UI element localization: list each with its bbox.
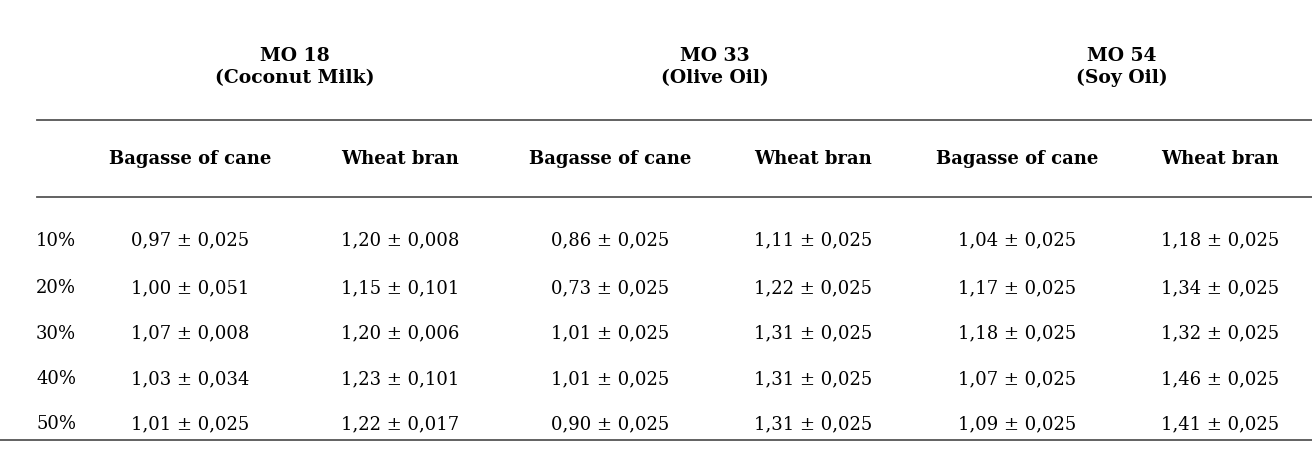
Text: 1,03 ± 0,034: 1,03 ± 0,034 (131, 370, 249, 388)
Text: Bagasse of cane: Bagasse of cane (935, 150, 1098, 168)
Text: 1,20 ± 0,006: 1,20 ± 0,006 (341, 325, 459, 343)
Text: 0,90 ± 0,025: 0,90 ± 0,025 (551, 415, 669, 434)
Text: 1,31 ± 0,025: 1,31 ± 0,025 (754, 325, 872, 343)
Text: 1,31 ± 0,025: 1,31 ± 0,025 (754, 370, 872, 388)
Text: 1,07 ± 0,008: 1,07 ± 0,008 (131, 325, 249, 343)
Text: 1,41 ± 0,025: 1,41 ± 0,025 (1161, 415, 1279, 434)
Text: 30%: 30% (35, 325, 76, 343)
Text: 1,23 ± 0,101: 1,23 ± 0,101 (341, 370, 459, 388)
Text: 10%: 10% (35, 232, 76, 250)
Text: 1,07 ± 0,025: 1,07 ± 0,025 (958, 370, 1076, 388)
Text: 40%: 40% (37, 370, 76, 388)
Text: 1,18 ± 0,025: 1,18 ± 0,025 (1161, 232, 1279, 250)
Text: MO 54
(Soy Oil): MO 54 (Soy Oil) (1076, 47, 1168, 87)
Text: Wheat bran: Wheat bran (341, 150, 459, 168)
Text: 1,34 ± 0,025: 1,34 ± 0,025 (1161, 279, 1279, 297)
Text: 1,22 ± 0,017: 1,22 ± 0,017 (341, 415, 459, 434)
Text: 1,01 ± 0,025: 1,01 ± 0,025 (551, 370, 669, 388)
Text: 0,97 ± 0,025: 0,97 ± 0,025 (131, 232, 249, 250)
Text: 1,22 ± 0,025: 1,22 ± 0,025 (754, 279, 872, 297)
Text: 0,73 ± 0,025: 0,73 ± 0,025 (551, 279, 669, 297)
Text: Wheat bran: Wheat bran (754, 150, 872, 168)
Text: 50%: 50% (37, 415, 76, 434)
Text: Bagasse of cane: Bagasse of cane (109, 150, 272, 168)
Text: 1,46 ± 0,025: 1,46 ± 0,025 (1161, 370, 1279, 388)
Text: 1,17 ± 0,025: 1,17 ± 0,025 (958, 279, 1076, 297)
Text: 1,32 ± 0,025: 1,32 ± 0,025 (1161, 325, 1279, 343)
Text: 1,11 ± 0,025: 1,11 ± 0,025 (754, 232, 872, 250)
Text: 1,31 ± 0,025: 1,31 ± 0,025 (754, 415, 872, 434)
Text: MO 33
(Olive Oil): MO 33 (Olive Oil) (661, 47, 769, 87)
Text: 1,09 ± 0,025: 1,09 ± 0,025 (958, 415, 1076, 434)
Text: 0,86 ± 0,025: 0,86 ± 0,025 (551, 232, 669, 250)
Text: MO 18
(Coconut Milk): MO 18 (Coconut Milk) (215, 47, 375, 87)
Text: 1,20 ± 0,008: 1,20 ± 0,008 (341, 232, 459, 250)
Text: 1,00 ± 0,051: 1,00 ± 0,051 (131, 279, 249, 297)
Text: 1,04 ± 0,025: 1,04 ± 0,025 (958, 232, 1076, 250)
Text: 1,01 ± 0,025: 1,01 ± 0,025 (131, 415, 249, 434)
Text: 1,18 ± 0,025: 1,18 ± 0,025 (958, 325, 1076, 343)
Text: 1,01 ± 0,025: 1,01 ± 0,025 (551, 325, 669, 343)
Text: 1,15 ± 0,101: 1,15 ± 0,101 (341, 279, 459, 297)
Text: Wheat bran: Wheat bran (1161, 150, 1279, 168)
Text: Bagasse of cane: Bagasse of cane (529, 150, 691, 168)
Text: 20%: 20% (37, 279, 76, 297)
